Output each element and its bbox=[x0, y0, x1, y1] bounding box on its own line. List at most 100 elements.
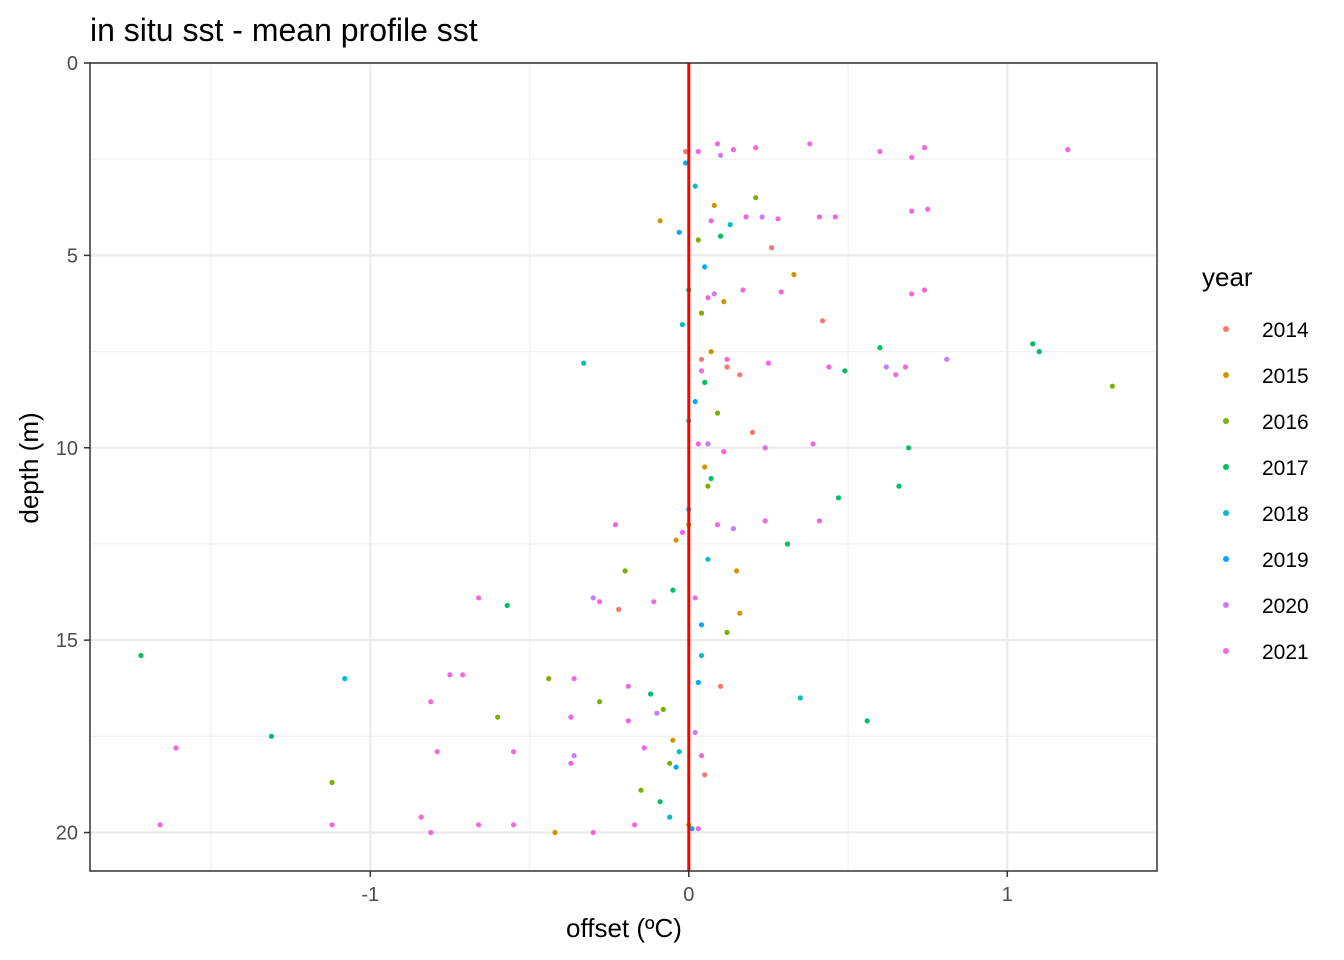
data-point-2021 bbox=[743, 214, 749, 220]
data-point-2021 bbox=[460, 672, 466, 678]
y-tick-label: 5 bbox=[67, 245, 78, 267]
data-point-2017 bbox=[504, 602, 510, 609]
data-point-2021 bbox=[698, 753, 705, 759]
data-point-2019 bbox=[676, 229, 682, 235]
y-tick-label: 10 bbox=[56, 438, 78, 460]
plot-panel-border bbox=[89, 62, 1158, 872]
data-point-2021 bbox=[568, 760, 574, 766]
data-point-2021 bbox=[778, 289, 784, 295]
data-point-2021 bbox=[447, 672, 453, 678]
data-point-2021 bbox=[714, 522, 721, 528]
data-point-2020 bbox=[711, 291, 717, 297]
data-point-2021 bbox=[428, 699, 434, 705]
data-point-2018 bbox=[727, 222, 733, 228]
data-point-2018 bbox=[692, 183, 698, 189]
data-point-2017 bbox=[896, 483, 902, 489]
data-point-2021 bbox=[740, 287, 746, 293]
data-point-2015 bbox=[673, 537, 679, 543]
data-point-2018 bbox=[705, 556, 711, 562]
data-point-2021 bbox=[612, 522, 619, 528]
data-point-2020 bbox=[692, 729, 698, 736]
legend-key-2015 bbox=[1223, 372, 1229, 378]
data-point-2021 bbox=[909, 291, 915, 297]
data-point-2018 bbox=[667, 814, 673, 820]
data-point-2014 bbox=[683, 148, 689, 155]
data-point-2014 bbox=[749, 429, 756, 435]
data-point-2019 bbox=[698, 622, 705, 628]
data-point-2017 bbox=[648, 691, 654, 697]
x-tick-label: -1 bbox=[361, 884, 379, 906]
data-point-2014 bbox=[698, 356, 705, 362]
legend-title: year bbox=[1202, 262, 1253, 292]
data-point-2019 bbox=[683, 160, 689, 166]
data-point-2020 bbox=[759, 214, 765, 220]
data-point-2020 bbox=[590, 595, 596, 601]
data-point-2021 bbox=[510, 822, 517, 828]
data-point-2016 bbox=[705, 483, 711, 489]
data-point-2021 bbox=[651, 599, 657, 605]
data-point-2017 bbox=[877, 345, 883, 351]
data-point-2015 bbox=[552, 829, 558, 836]
data-point-2021 bbox=[909, 154, 915, 160]
data-point-2017 bbox=[702, 379, 708, 385]
data-point-2016 bbox=[660, 706, 666, 713]
data-point-2021 bbox=[329, 822, 335, 828]
data-point-2017 bbox=[784, 541, 791, 547]
x-tick-label: 0 bbox=[683, 884, 694, 906]
grid bbox=[90, 61, 1157, 871]
data-point-2016 bbox=[546, 676, 552, 682]
data-point-2017 bbox=[138, 652, 144, 659]
data-point-2021 bbox=[476, 595, 482, 601]
data-point-2021 bbox=[877, 148, 883, 155]
data-point-2021 bbox=[157, 822, 163, 828]
data-point-2015 bbox=[711, 202, 717, 208]
data-point-2021 bbox=[708, 218, 714, 224]
data-point-2021 bbox=[695, 148, 701, 155]
data-point-2017 bbox=[1030, 341, 1036, 347]
data-point-2021 bbox=[590, 829, 596, 836]
data-point-2017 bbox=[268, 733, 275, 739]
data-point-2018 bbox=[581, 360, 587, 366]
data-point-2021 bbox=[826, 364, 832, 370]
legend-label-2020: 2020 bbox=[1262, 595, 1309, 618]
data-point-2017 bbox=[670, 587, 676, 593]
legend-label-2021: 2021 bbox=[1262, 641, 1309, 664]
data-point-2021 bbox=[810, 441, 816, 447]
data-point-2021 bbox=[730, 147, 737, 153]
data-point-2021 bbox=[418, 814, 424, 820]
data-point-2015 bbox=[702, 464, 708, 470]
data-point-2021 bbox=[641, 745, 647, 751]
legend-label-2017: 2017 bbox=[1262, 457, 1309, 480]
data-point-2021 bbox=[893, 372, 899, 378]
data-point-2021 bbox=[775, 216, 781, 222]
data-point-2014 bbox=[769, 245, 775, 251]
data-point-2015 bbox=[657, 218, 663, 224]
legend-key-2016 bbox=[1223, 418, 1229, 424]
data-point-2021 bbox=[476, 822, 482, 828]
legend-label-2018: 2018 bbox=[1262, 503, 1309, 526]
data-point-2017 bbox=[708, 475, 714, 482]
data-point-2021 bbox=[816, 214, 823, 220]
data-point-2021 bbox=[597, 599, 603, 605]
data-point-2018 bbox=[679, 322, 686, 328]
data-point-2019 bbox=[673, 764, 679, 770]
data-point-2021 bbox=[807, 141, 813, 147]
data-point-2021 bbox=[832, 214, 838, 220]
data-point-2020 bbox=[571, 753, 577, 759]
data-point-2021 bbox=[705, 295, 711, 301]
legend-label-2019: 2019 bbox=[1262, 549, 1309, 572]
data-point-2017 bbox=[718, 233, 724, 239]
data-point-2021 bbox=[902, 364, 909, 370]
data-point-2015 bbox=[670, 737, 676, 743]
chart-title: in situ sst - mean profile sst bbox=[90, 12, 478, 48]
data-point-2020 bbox=[730, 526, 737, 532]
data-point-2016 bbox=[329, 779, 335, 786]
data-point-2019 bbox=[692, 399, 698, 405]
data-point-2014 bbox=[737, 372, 743, 378]
x-tick-label: 1 bbox=[1002, 884, 1013, 906]
data-point-2015 bbox=[737, 610, 743, 616]
data-point-2021 bbox=[428, 829, 434, 836]
x-axis-title: offset (ºC) bbox=[566, 913, 682, 943]
data-points bbox=[138, 141, 1115, 836]
